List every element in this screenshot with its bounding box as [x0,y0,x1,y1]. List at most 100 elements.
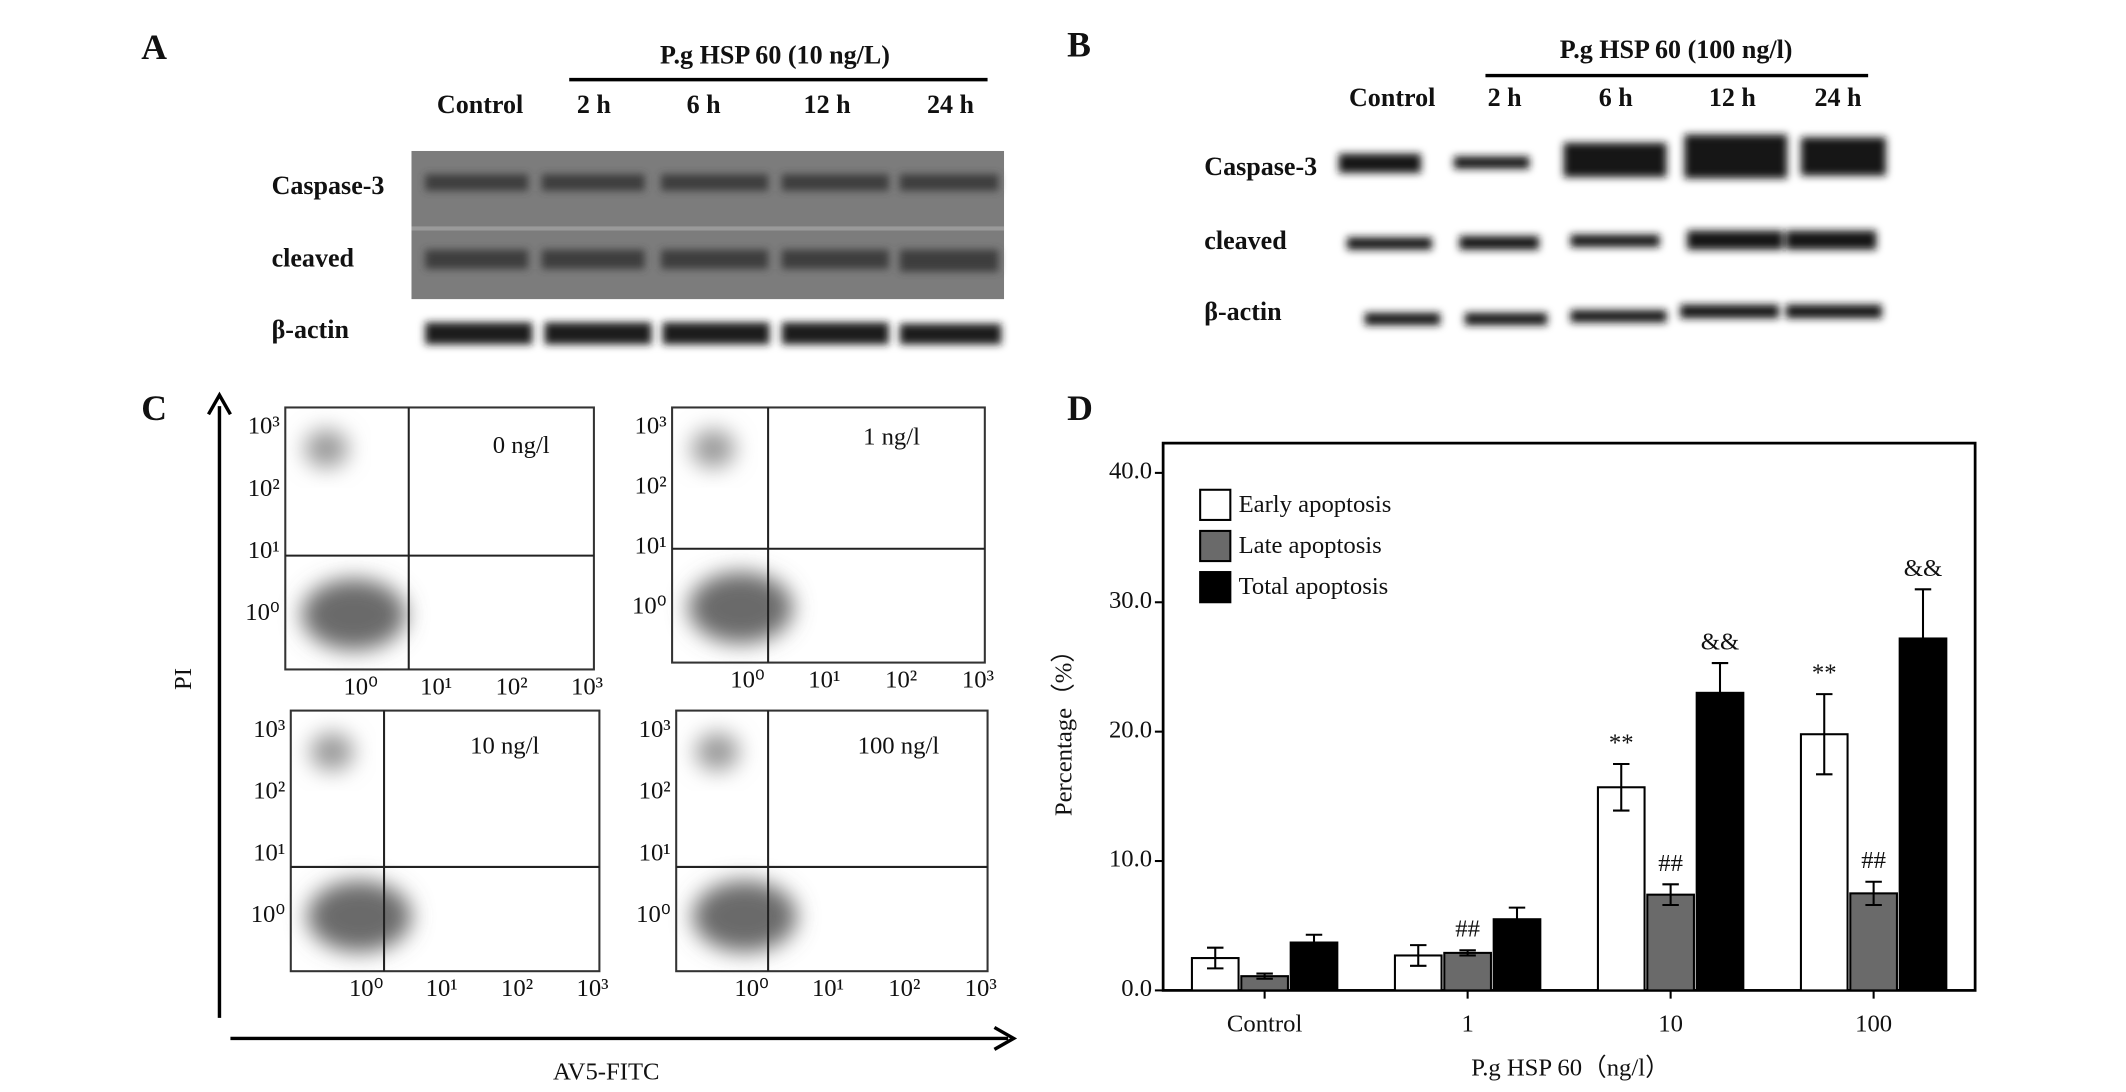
y-tick-label: 30.0 [1109,587,1152,614]
y-tick-label: 10³ [635,413,667,440]
panel-label: D [1067,388,1093,428]
x-tick-label: 10¹ [420,673,452,700]
error-bar [1508,906,1526,932]
bar [1898,637,1948,992]
significance-mark: && [1904,555,1942,582]
bar [1443,951,1492,992]
x-tick-label: 10¹ [812,975,844,1002]
bar [1799,733,1849,992]
cell-cloud [695,732,740,771]
bar [1596,786,1646,992]
plot-label: 10 ng/l [470,732,539,759]
bar [1695,691,1745,992]
error-bar [1256,972,1273,980]
row-label: β-actin [1204,297,1282,326]
y-tick-label: 10² [253,778,285,805]
y-tick-label: 10¹ [248,537,280,564]
y-tick-label: 20.0 [1109,716,1152,743]
panel-label: B [1067,24,1091,64]
legend-swatch [1199,571,1232,604]
x-tick-label: 10² [885,666,917,693]
x-axis-label: P.g HSP 60（ng/l） [1471,1054,1670,1082]
row-label: Caspase-3 [272,171,385,200]
y-tick-label: 10³ [253,716,285,743]
y-tick-label: 10⁰ [636,901,671,928]
error-bar [1816,693,1833,776]
x-tick-label: 10² [888,975,920,1002]
x-tick-label: 10⁰ [349,975,384,1002]
row-label: Caspase-3 [1204,152,1317,181]
significance-mark: ** [1812,660,1837,687]
x-tick-label: 10⁰ [343,673,378,700]
bar [1849,892,1898,992]
y-axis-label: Percentage（%） [1049,638,1077,816]
error-bar [1865,880,1882,907]
y-tick-label: 10² [639,778,671,805]
y-tick-label: 10² [248,475,280,502]
lane-label: 2 h [1488,83,1523,112]
panel-label: A [141,27,167,67]
y-tick-label: 10³ [248,413,280,440]
y-tick-label: 0.0 [1121,975,1152,1002]
row-label: β-actin [272,315,350,344]
y-tick-label: 10⁰ [245,599,280,626]
y-tick-label: 10⁰ [251,901,286,928]
error-bar [1305,933,1323,952]
y-tick-label: 40.0 [1109,458,1152,485]
significance-mark: && [1701,629,1739,656]
plot-label: 0 ng/l [493,432,550,459]
row-label: cleaved [272,244,355,273]
y-tick-label: 10⁰ [632,592,667,619]
cell-cloud [692,880,797,952]
y-tick-label: 10¹ [639,839,671,866]
row-label: cleaved [1204,226,1287,255]
x-tick-label: 10³ [576,975,608,1002]
significance-mark: ** [1609,729,1634,756]
blot-b [1338,134,1886,326]
x-tick-label: 10⁰ [734,975,769,1002]
y-tick-label: 10² [635,473,667,500]
plot-label: 1 ng/l [863,424,920,451]
axis-label: AV5-FITC [553,1059,659,1086]
plot-label: 100 ng/l [858,732,940,759]
legend-swatch [1199,529,1232,563]
panel-label: C [141,388,167,428]
cell-cloud [307,880,412,952]
error-bar [1711,662,1729,724]
bar [1646,893,1695,992]
x-tick-label: 1 [1461,1011,1473,1038]
treatment-label: P.g HSP 60 (10 ng/L) [660,41,890,70]
lane-label: Control [437,90,523,119]
error-bar [1207,946,1224,970]
y-tick-label: 10.0 [1109,846,1152,873]
error-bar [1914,588,1932,689]
lane-label: 2 h [577,90,612,119]
error-bar [1459,949,1476,957]
lane-label: 12 h [804,90,852,119]
lane-label: 6 h [687,90,722,119]
lane-label: 12 h [1709,83,1757,112]
legend-label: Early apoptosis [1239,491,1392,518]
cell-cloud [304,429,349,468]
x-tick-label: 100 [1855,1011,1892,1038]
y-tick-label: 10³ [639,716,671,743]
x-tick-label: 10¹ [426,975,458,1002]
lane-label: 24 h [1814,83,1862,112]
cell-cloud [309,732,354,771]
significance-mark: ## [1658,850,1683,877]
legend-label: Late apoptosis [1239,532,1382,559]
x-tick-label: 10¹ [808,666,840,693]
x-tick-label: 10² [501,975,533,1002]
blot-a [411,150,1005,345]
cell-cloud [301,578,406,651]
significance-mark: ## [1455,916,1480,943]
significance-mark: ## [1861,847,1886,874]
x-tick-label: 10³ [965,975,997,1002]
flow-panel [206,391,1018,1051]
lane-label: 6 h [1599,83,1634,112]
error-bar [1410,944,1427,967]
x-tick-label: 10 [1658,1011,1683,1038]
error-bar [1613,762,1630,812]
x-tick-label: 10⁰ [730,666,765,693]
